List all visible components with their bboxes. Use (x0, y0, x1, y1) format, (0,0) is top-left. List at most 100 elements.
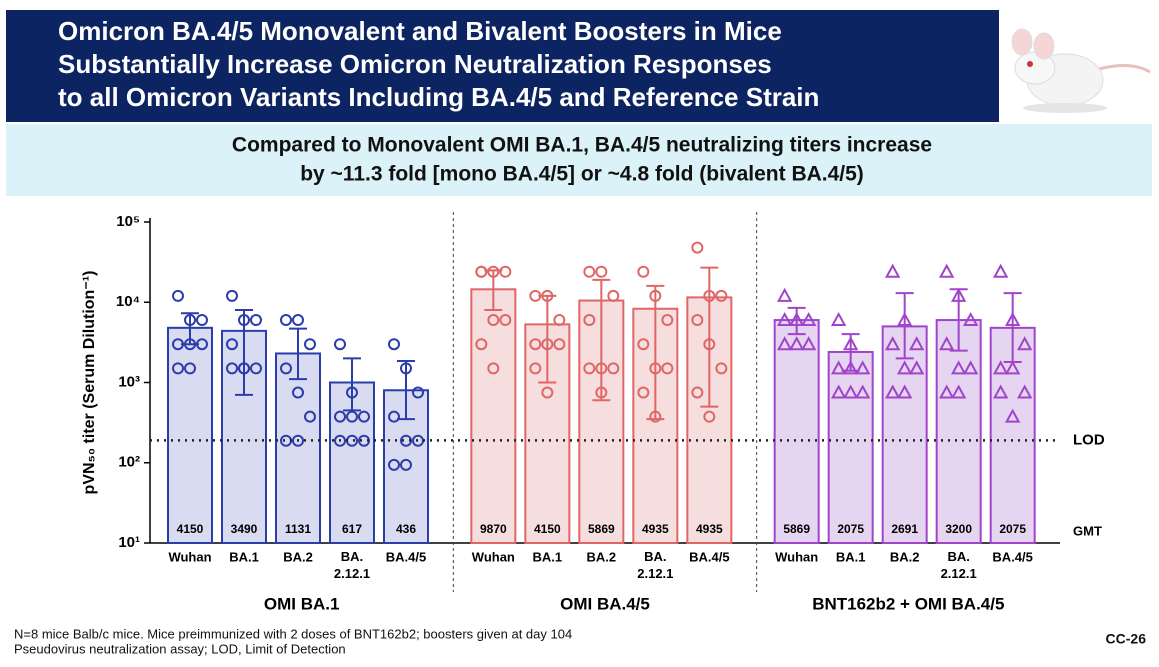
data-point (388, 410, 400, 423)
data-point (896, 311, 913, 327)
data-point (184, 362, 196, 375)
data-point (962, 360, 979, 375)
data-point (583, 314, 596, 327)
x-tick-label: BA.2 (587, 549, 617, 564)
subtitle-band (6, 124, 1152, 196)
data-point (776, 311, 793, 327)
gmt-label: 5869 (783, 522, 810, 536)
data-point (649, 410, 662, 423)
y-tick-label: 10¹ (118, 534, 140, 551)
data-point (1016, 384, 1033, 399)
data-point (637, 265, 650, 278)
bar (773, 319, 820, 545)
data-point (226, 338, 238, 351)
data-point (487, 362, 500, 375)
data-point (184, 314, 196, 327)
y-tick-label: 10³ (118, 373, 140, 390)
data-point (1004, 360, 1021, 375)
gmt-label: 9870 (480, 522, 507, 536)
data-point (334, 410, 346, 423)
data-point (908, 336, 925, 351)
data-point (400, 458, 412, 471)
y-axis-label: pVN₅₀ titer (Serum Dilution⁻¹) (81, 271, 98, 495)
data-point (487, 265, 500, 278)
error-bar (397, 360, 415, 421)
data-point (583, 265, 596, 278)
data-point (388, 458, 400, 471)
data-point (788, 336, 805, 351)
x-tick-label: BA.2 (890, 549, 920, 564)
y-tick-label: 10⁴ (116, 293, 140, 310)
title-line: Omicron BA.4/5 Monovalent and Bivalent B… (58, 16, 782, 46)
y-tick-label: 10² (118, 454, 140, 471)
data-point (776, 336, 793, 351)
data-point (292, 386, 304, 399)
data-point (541, 386, 554, 399)
data-point (595, 362, 608, 375)
data-point (553, 314, 566, 327)
gmt-label: 3200 (945, 522, 972, 536)
data-point (172, 289, 184, 302)
data-point (854, 360, 871, 375)
bar (935, 319, 982, 545)
data-point (908, 360, 925, 375)
x-tick-label: BA.1 (229, 549, 259, 564)
data-point (595, 386, 608, 399)
data-point (292, 314, 304, 327)
data-point (992, 263, 1009, 278)
data-point (226, 362, 238, 375)
gmt-label: 4150 (534, 522, 561, 536)
header-band (6, 10, 999, 122)
data-point (487, 314, 500, 327)
data-point (703, 410, 716, 423)
subtitle-line: by ~11.3 fold [mono BA.4/5] or ~4.8 fold… (300, 163, 864, 186)
data-point (346, 386, 358, 399)
gmt-label: 4935 (642, 522, 669, 536)
gmt-label: 1131 (285, 522, 311, 536)
data-point (1004, 408, 1021, 423)
data-point (691, 241, 704, 254)
data-point (412, 386, 424, 399)
x-tick-label: BA.4/5 (689, 549, 729, 564)
data-point (400, 362, 412, 375)
data-point (842, 384, 859, 399)
data-point (830, 360, 847, 375)
data-point (529, 362, 542, 375)
data-point (800, 311, 817, 327)
slide-number: CC-26 (1106, 631, 1147, 647)
data-point (691, 314, 704, 327)
data-point (292, 434, 304, 447)
data-point (992, 360, 1009, 375)
error-bar (343, 357, 361, 412)
gmt-label: 5869 (588, 522, 615, 536)
data-point (830, 384, 847, 399)
data-point (607, 289, 620, 302)
x-tick-label: BA. 2.12.1 (941, 549, 977, 581)
x-tick-label: Wuhan (168, 549, 211, 564)
data-point (583, 362, 596, 375)
data-point (499, 314, 512, 327)
data-point (884, 384, 901, 399)
data-point (715, 289, 728, 302)
x-tick-label: BA. 2.12.1 (334, 549, 370, 581)
data-point (649, 362, 662, 375)
error-bar (646, 284, 665, 421)
y-tick-label: 10⁵ (116, 213, 140, 230)
data-point (541, 289, 554, 302)
gmt-label: 4935 (696, 522, 723, 536)
data-point (541, 338, 554, 351)
data-point (637, 386, 650, 399)
data-point (388, 338, 400, 351)
data-point (962, 311, 979, 327)
bar (827, 350, 874, 544)
data-point (475, 338, 488, 351)
data-point (776, 287, 793, 302)
data-point (172, 338, 184, 351)
data-point (842, 336, 859, 351)
group-label: OMI BA.4/5 (560, 594, 650, 613)
gmt-label: 2691 (891, 522, 918, 536)
data-point (184, 338, 196, 351)
gmt-label: 2075 (837, 522, 864, 536)
title-line: Substantially Increase Omicron Neutraliz… (58, 49, 772, 79)
footnote: N=8 mice Balb/c mice. Mice preimmunized … (14, 626, 572, 641)
